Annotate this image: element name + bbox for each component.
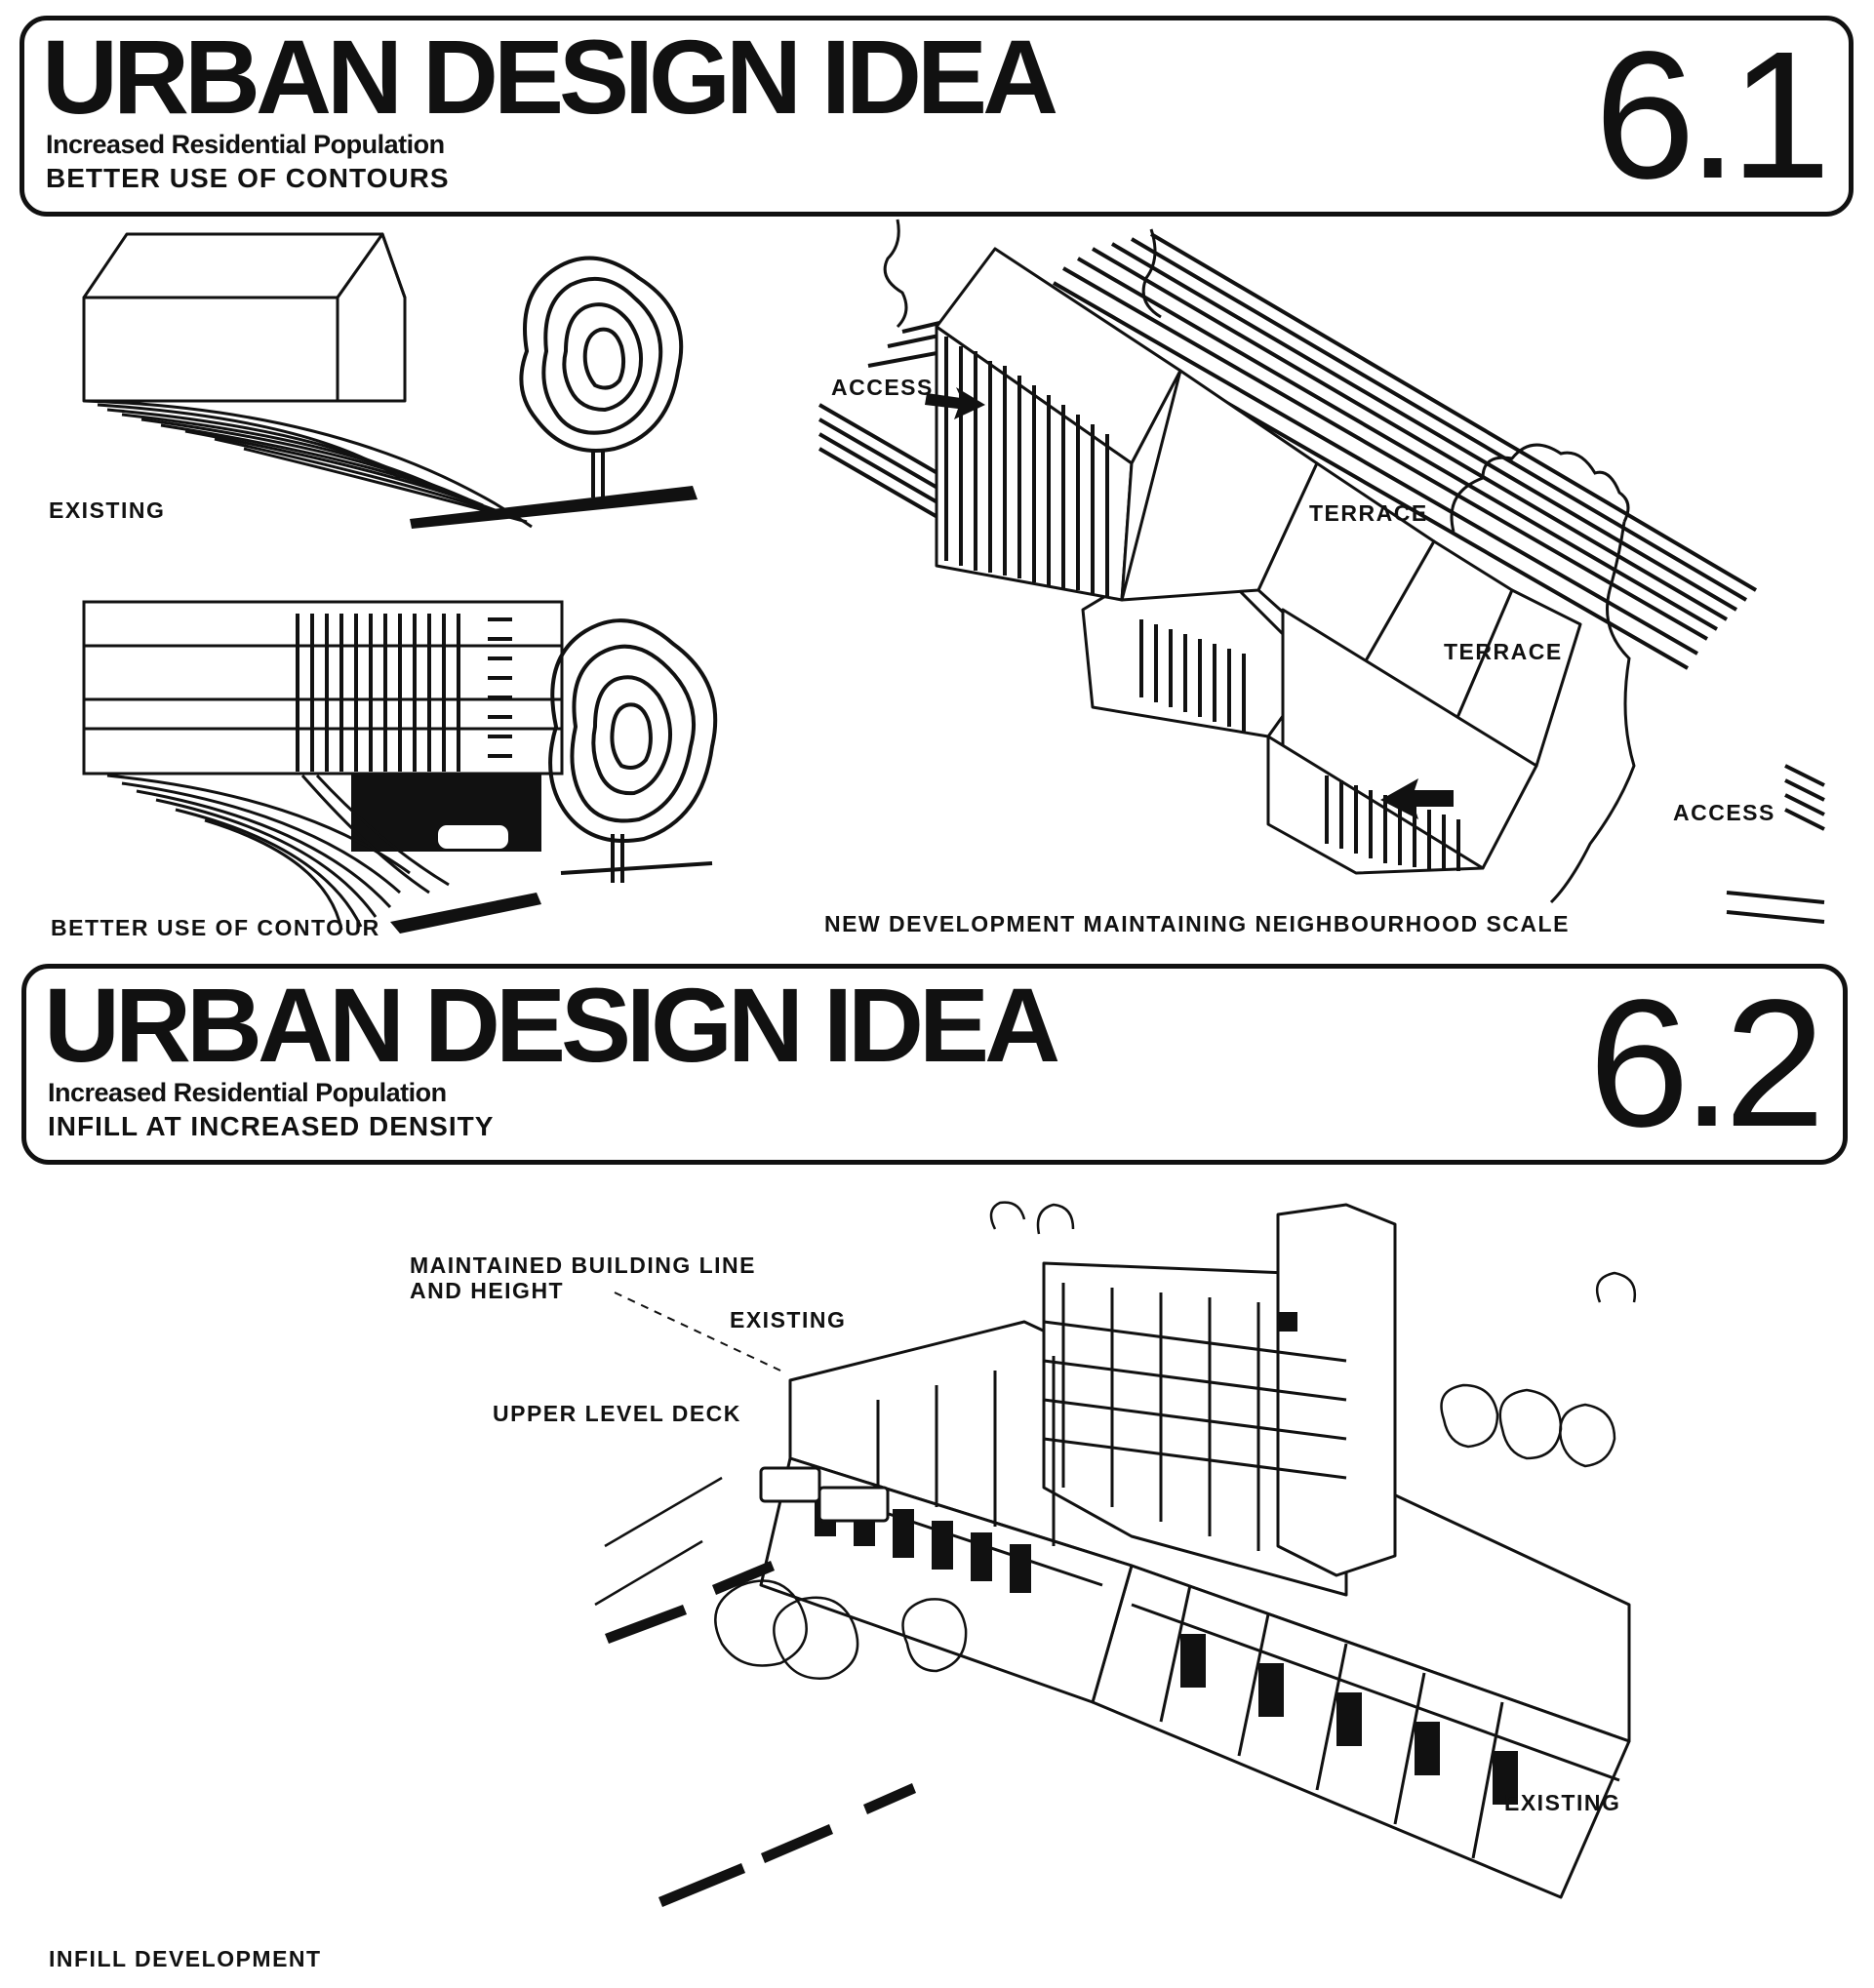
- label-new-development: NEW DEVELOPMENT MAINTAINING NEIGHBOURHOO…: [824, 911, 1570, 936]
- arrow-right-icon: [925, 387, 985, 419]
- header-panel-6-2: URBAN DESIGN IDEA Increased Residential …: [21, 964, 1848, 1165]
- panel-title: URBAN DESIGN IDEA: [44, 966, 1060, 1084]
- label-existing-top: EXISTING: [730, 1307, 847, 1332]
- tree-icon: [521, 258, 681, 497]
- panel-caption: INFILL AT INCREASED DENSITY: [48, 1111, 495, 1141]
- better-use-sketch: [78, 600, 761, 934]
- existing-house-sketch: [68, 224, 698, 529]
- label-and-height: AND HEIGHT: [410, 1278, 565, 1303]
- panel-number: 6.1: [1594, 15, 1831, 217]
- car-icon: [819, 1488, 888, 1521]
- road-dash: [761, 1824, 833, 1863]
- car-icon: [761, 1468, 819, 1501]
- label-better-use-of-contour: BETTER USE OF CONTOUR: [51, 915, 380, 940]
- label-upper-level-deck: UPPER LEVEL DECK: [493, 1401, 741, 1426]
- panel-caption: BETTER USE OF CONTOURS: [46, 163, 450, 193]
- panel-subtitle: Increased Residential Population: [46, 130, 445, 159]
- infill-development-sketch: [585, 1195, 1639, 1907]
- road-dash: [863, 1783, 916, 1814]
- road-dash: [605, 1605, 687, 1644]
- road-dash: [658, 1863, 745, 1907]
- terrace-development-sketch: [810, 219, 1854, 946]
- header-panel-6-1: URBAN DESIGN IDEA Increased Residential …: [20, 16, 1854, 217]
- label-infill-development: INFILL DEVELOPMENT: [49, 1946, 322, 1971]
- label-existing: EXISTING: [49, 497, 166, 523]
- label-maintained-building-line: MAINTAINED BUILDING LINE: [410, 1252, 757, 1278]
- label-terrace-upper: TERRACE: [1309, 500, 1428, 526]
- label-access-top: ACCESS: [831, 375, 934, 400]
- tree-icon: [550, 620, 715, 883]
- arrow-left-icon: [1380, 778, 1454, 819]
- panel-number: 6.2: [1588, 963, 1825, 1165]
- label-terrace-lower: TERRACE: [1444, 639, 1563, 664]
- panel-subtitle: Increased Residential Population: [48, 1078, 447, 1107]
- panel-title: URBAN DESIGN IDEA: [42, 18, 1058, 136]
- road-dash: [712, 1561, 775, 1595]
- label-access-bottom: ACCESS: [1673, 800, 1775, 825]
- label-existing-right: EXISTING: [1504, 1790, 1621, 1815]
